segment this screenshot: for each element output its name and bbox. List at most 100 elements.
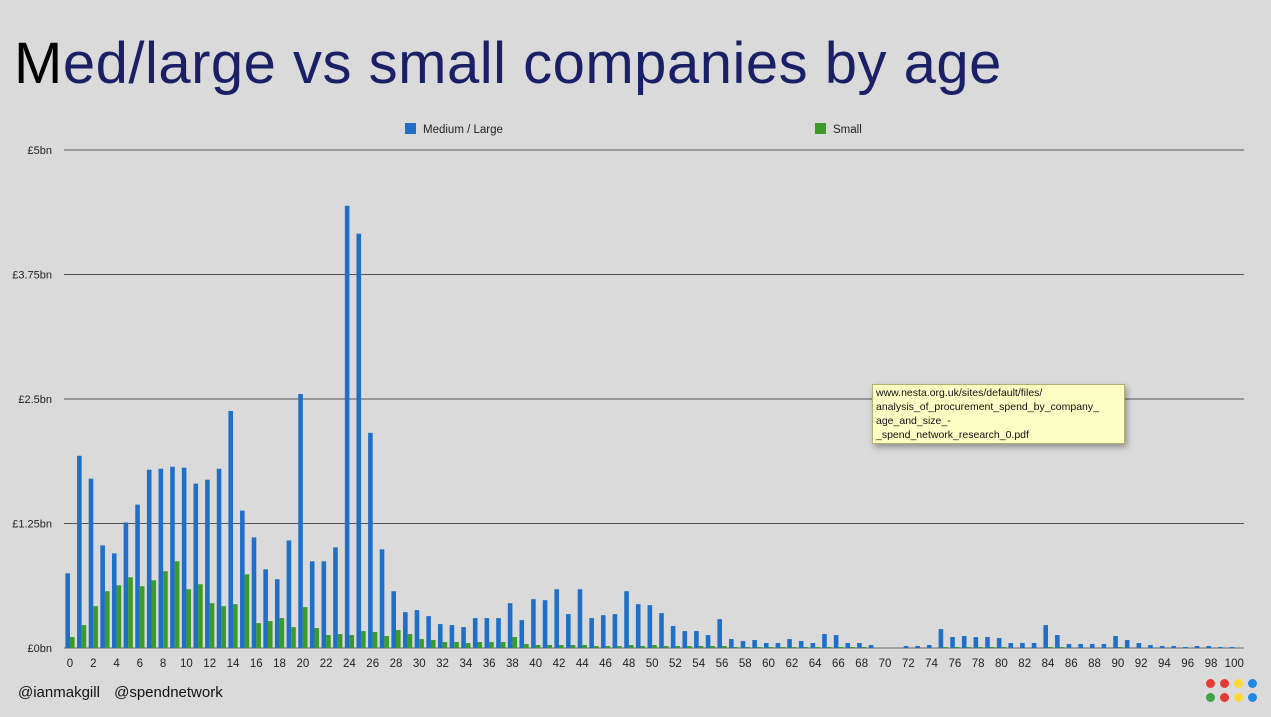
- bar-medium-large: [100, 545, 105, 648]
- x-tick-label: 46: [599, 658, 612, 670]
- x-tick-label: 36: [483, 658, 496, 670]
- bar-medium-large: [833, 635, 839, 648]
- bar-small: [535, 645, 541, 648]
- bar-medium-large: [240, 510, 245, 648]
- bar-medium-large: [775, 643, 781, 648]
- bar-medium-large: [426, 616, 431, 648]
- x-tick-label: 8: [160, 658, 166, 670]
- bar-medium-large: [193, 483, 199, 648]
- bar-small: [396, 630, 401, 648]
- bar-medium-large: [321, 561, 327, 648]
- x-tick-label: 34: [459, 658, 472, 670]
- x-tick-label: 100: [1225, 658, 1244, 670]
- logo-dot: [1206, 693, 1215, 702]
- bar-medium-large: [589, 618, 594, 648]
- bar-small: [1059, 647, 1065, 648]
- bar-small: [81, 625, 87, 648]
- bar-medium-large: [740, 641, 746, 648]
- source-tooltip: www.nesta.org.uk/sites/default/files/ an…: [872, 384, 1125, 444]
- bar-medium-large: [1148, 645, 1153, 648]
- bar-medium-large: [647, 605, 653, 648]
- bar-small: [221, 606, 226, 648]
- logo-dot: [1220, 693, 1229, 702]
- bar-small: [593, 646, 599, 648]
- logo-dot: [1220, 679, 1229, 688]
- bar-medium-large: [542, 600, 548, 648]
- bar-medium-large: [391, 591, 396, 648]
- bar-small: [244, 574, 250, 648]
- bar-medium-large: [659, 613, 664, 648]
- bar-medium-large: [1194, 646, 1200, 648]
- bar-medium-large: [868, 645, 874, 648]
- bar-medium-large: [111, 553, 117, 648]
- bar-medium-large: [1043, 625, 1048, 648]
- x-tick-label: 60: [762, 658, 775, 670]
- bar-small: [675, 646, 681, 648]
- bar-small: [815, 647, 820, 648]
- bar-medium-large: [519, 620, 525, 648]
- bar-small: [687, 646, 692, 648]
- bar-small: [465, 643, 471, 648]
- bar-medium-large: [298, 394, 303, 648]
- bar-small: [512, 637, 518, 648]
- bar-medium-large: [496, 618, 501, 648]
- logo-dot: [1248, 693, 1257, 702]
- x-tick-label: 44: [576, 658, 589, 670]
- bar-small: [337, 634, 343, 648]
- bar-medium-large: [135, 504, 140, 648]
- bar-small: [198, 584, 203, 648]
- bar-small: [361, 631, 366, 648]
- bar-medium-large: [181, 467, 187, 648]
- bar-small: [826, 647, 832, 648]
- x-tick-label: 18: [273, 658, 286, 670]
- bar-medium-large: [1206, 646, 1211, 648]
- y-tick-label: £1.25bn: [12, 519, 52, 531]
- bar-medium-large: [1078, 644, 1083, 648]
- bar-medium-large: [752, 640, 757, 648]
- bar-small: [524, 644, 529, 648]
- y-tick-label: £5bn: [28, 145, 52, 157]
- bar-medium-large: [368, 432, 373, 648]
- x-tick-label: 16: [250, 658, 263, 670]
- tooltip-line: www.nesta.org.uk/sites/default/files/: [876, 387, 1043, 399]
- tooltip-line: _spend_network_research_0.pdf: [876, 429, 1029, 441]
- bar-small: [500, 642, 506, 648]
- bar-medium-large: [1031, 643, 1037, 648]
- x-tick-label: 96: [1181, 658, 1194, 670]
- bar-small: [966, 647, 972, 648]
- x-tick-label: 78: [972, 658, 985, 670]
- bar-medium-large: [600, 615, 606, 648]
- bar-medium-large: [1055, 635, 1060, 648]
- bar-small: [780, 647, 785, 648]
- bar-small: [279, 618, 285, 648]
- bar-medium-large: [729, 639, 734, 648]
- x-tick-label: 84: [1042, 658, 1055, 670]
- bar-small: [582, 645, 587, 648]
- tooltip-line: age_and_size_-: [876, 415, 951, 427]
- tooltip-line: analysis_of_procurement_spend_by_company…: [876, 401, 1099, 413]
- x-tick-label: 52: [669, 658, 682, 670]
- bar-small: [128, 577, 133, 648]
- x-tick-label: 88: [1088, 658, 1101, 670]
- x-tick-label: 20: [296, 658, 309, 670]
- bar-small: [419, 639, 424, 648]
- x-tick-label: 62: [785, 658, 798, 670]
- bar-medium-large: [449, 625, 455, 648]
- bar-small: [151, 580, 157, 648]
- bar-small: [989, 647, 995, 648]
- slide-title-rest: ed/large vs small companies by age: [62, 31, 1002, 96]
- bar-small: [791, 647, 797, 648]
- bar-small: [314, 628, 320, 648]
- legend-swatch-medium-large: [405, 123, 416, 134]
- x-tick-label: 90: [1111, 658, 1124, 670]
- bar-medium-large: [507, 603, 513, 648]
- bar-medium-large: [950, 637, 955, 648]
- bar-small: [1001, 647, 1007, 648]
- bar-medium-large: [915, 646, 920, 648]
- slide-title-first-letter: M: [14, 31, 63, 96]
- bar-medium-large: [170, 466, 175, 648]
- footer-handle-ianmakgill: @ianmakgill: [18, 684, 100, 701]
- legend-swatch-small: [815, 123, 826, 134]
- bar-small: [978, 647, 983, 648]
